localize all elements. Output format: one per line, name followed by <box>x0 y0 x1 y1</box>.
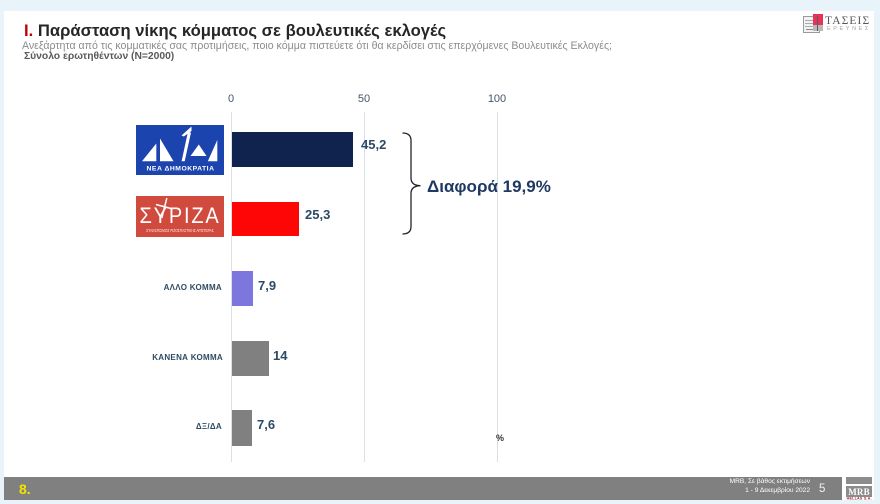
svg-text:ΣΥΡΙΖΑ: ΣΥΡΙΖΑ <box>139 204 220 228</box>
svg-text:ΣΥΝΑΣΠΙΣΜΟΣ ΡΙΖΟΣΠΑΣΤΙΚΗΣ ΑΡΙΣ: ΣΥΝΑΣΠΙΣΜΟΣ ΡΙΖΟΣΠΑΣΤΙΚΗΣ ΑΡΙΣΤΕΡΑΣ <box>146 227 214 233</box>
svg-text:ΝΕΑ ΔΗΜΟΚΡΑΤΙΑ: ΝΕΑ ΔΗΜΟΚΡΑΤΙΑ <box>147 166 215 173</box>
